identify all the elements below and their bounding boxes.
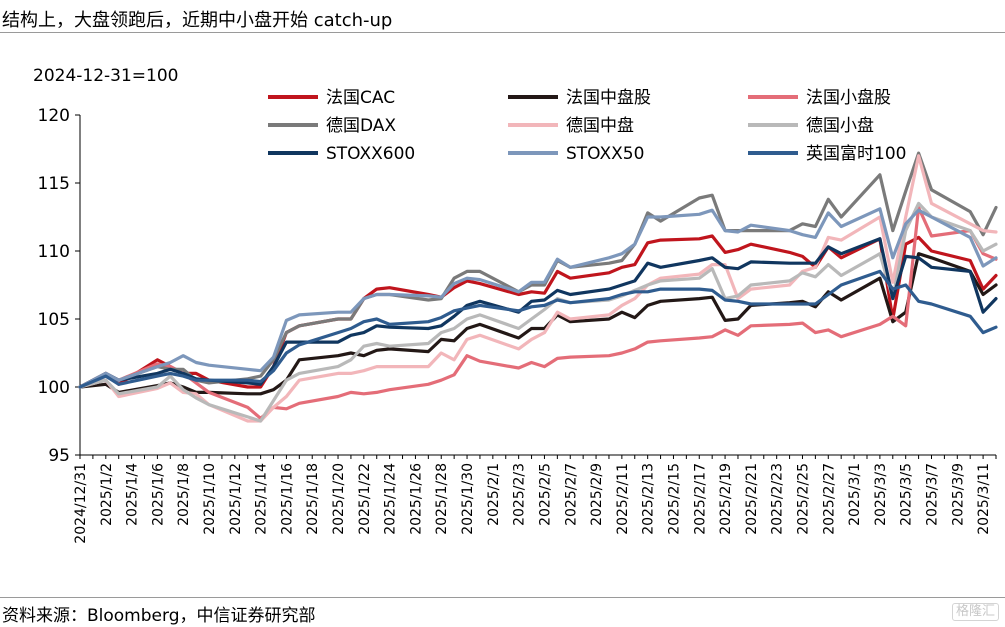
x-tick-label: 2025/1/22 [357, 463, 373, 535]
y-tick-label: 115 [38, 174, 70, 194]
x-tick-label: 2025/1/14 [254, 463, 270, 535]
x-tick-label: 2025/2/13 [641, 463, 657, 535]
x-tick-label: 2025/1/8 [176, 463, 192, 526]
x-tick-label: 2025/2/23 [770, 463, 786, 535]
x-tick-label: 2025/1/18 [305, 463, 321, 535]
x-tick-label: 2025/3/9 [950, 463, 966, 526]
series-layer [78, 151, 998, 423]
x-tick-label: 2025/2/9 [589, 463, 605, 526]
x-tick-label: 2025/3/1 [847, 463, 863, 526]
x-tick-label: 2025/1/24 [383, 463, 399, 535]
series-line-6 [78, 237, 998, 389]
legend-label: 法国中盘股 [566, 88, 651, 108]
watermark-logo: 格隆汇 [951, 603, 999, 621]
series-line-2 [78, 205, 998, 420]
series-line-8 [78, 269, 998, 389]
x-tick-label: 2025/1/12 [228, 463, 244, 535]
y-tick-label: 105 [38, 310, 70, 330]
y-tick-label: 95 [48, 446, 70, 466]
x-tick-label: 2025/1/2 [99, 463, 115, 526]
series-line-3 [78, 151, 998, 389]
x-tick-label: 2025/3/7 [924, 463, 940, 526]
series-line-0 [78, 234, 998, 389]
x-tick-label: 2025/2/15 [666, 463, 682, 535]
legend-label: 法国小盘股 [806, 88, 891, 108]
x-tick-label: 2025/1/10 [202, 463, 218, 535]
legend-label: 英国富时100 [806, 144, 906, 164]
x-tick-label: 2025/1/20 [331, 463, 347, 535]
x-tick-label: 2024/12/31 [73, 463, 89, 544]
x-tick-label: 2025/2/19 [718, 463, 734, 535]
series-line-5 [78, 201, 998, 423]
series-line-7 [78, 207, 998, 389]
x-tick-label: 2025/2/17 [692, 463, 708, 535]
x-tick-label: 2025/1/16 [279, 463, 295, 535]
legend-label: 德国DAX [326, 116, 396, 136]
legend-label: STOXX50 [566, 144, 644, 164]
bottom-divider [0, 597, 1005, 598]
legend-label: 德国小盘 [806, 116, 874, 136]
source-note: 资料来源：Bloomberg，中信证券研究部 [2, 606, 316, 626]
x-tick-label: 2025/2/3 [512, 463, 528, 526]
axes: 95 100 105 110 115 120 2024/12/31 2025/1/2 2025/… [38, 106, 997, 544]
series-line-1 [78, 252, 998, 396]
legend-label: STOXX600 [326, 144, 415, 164]
legend-label: 法国CAC [326, 88, 395, 108]
x-tick-label: 2025/2/21 [744, 463, 760, 535]
base-note: 2024-12-31=100 [33, 66, 179, 86]
line-chart: 2024-12-31=100 95 100 105 110 115 120 2024/12/… [33, 66, 998, 544]
x-tick-label: 2025/2/11 [615, 463, 631, 535]
x-tick-label: 2025/2/7 [563, 463, 579, 526]
x-tick-label: 2025/1/4 [125, 463, 141, 526]
top-divider [0, 32, 1005, 33]
x-tick-label: 2025/2/25 [795, 463, 811, 535]
y-tick-label: 100 [38, 378, 70, 398]
x-tick-label: 2025/2/1 [486, 463, 502, 526]
x-tick-label: 2025/2/27 [821, 463, 837, 535]
x-tick-label: 2025/3/3 [873, 463, 889, 526]
y-tick-label: 120 [38, 106, 70, 126]
legend-label: 德国中盘 [566, 116, 634, 136]
base-note-group: 2024-12-31=100 [33, 66, 179, 86]
x-tick-label: 2025/3/11 [976, 463, 992, 535]
x-tick-label: 2025/3/5 [899, 463, 915, 526]
x-tick-label: 2025/2/5 [537, 463, 553, 526]
x-tick-label: 2025/1/6 [150, 463, 166, 526]
series-line-4 [78, 154, 998, 423]
x-tick-label: 2025/1/30 [460, 463, 476, 535]
x-tick-label: 2025/1/28 [434, 463, 450, 535]
chart-title: 结构上，大盘领跑后，近期中小盘开始 catch-up [2, 10, 393, 31]
y-tick-label: 110 [38, 242, 70, 262]
x-tick-label: 2025/1/26 [408, 463, 424, 535]
